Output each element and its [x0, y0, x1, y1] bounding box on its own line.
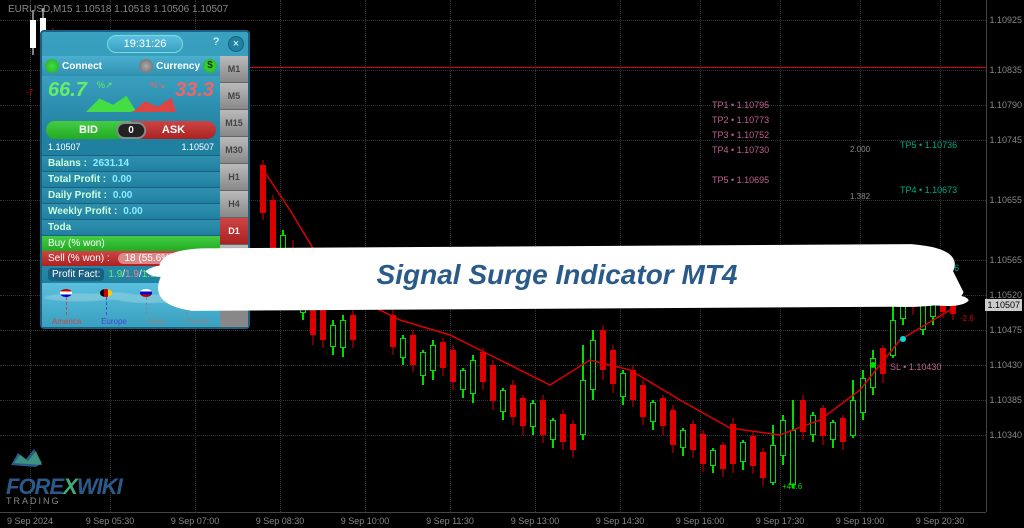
x-axis: 9 Sep 2024 9 Sep 05:30 9 Sep 07:00 9 Sep 08… — [0, 512, 986, 528]
region-europe: Europe — [101, 317, 127, 326]
stat-row: Weekly Profit : 0.00 — [42, 203, 220, 219]
y-tick: 1.10340 — [989, 430, 1022, 440]
timeframe-button[interactable]: H1 — [220, 164, 248, 191]
percentage-row: 66.7 %↗ %↘ 33.3 — [42, 76, 220, 118]
currency-label: Currency — [156, 61, 200, 72]
stat-row: Toda — [42, 219, 220, 235]
marker-dot — [870, 362, 876, 368]
flag-us-icon — [60, 289, 72, 297]
x-tick: 9 Sep 20:30 — [916, 516, 965, 526]
region-pacific: Pacific — [187, 317, 211, 326]
tp-label: TP4 • 1.10673 — [900, 185, 957, 195]
x-tick: 9 Sep 10:00 — [341, 516, 390, 526]
x-tick: 9 Sep 16:00 — [676, 516, 725, 526]
stat-row: Balans : 2631.14 — [42, 155, 220, 171]
x-tick: 9 Sep 2024 — [7, 516, 53, 526]
y-tick: 1.10430 — [989, 360, 1022, 370]
panel-time: 19:31:26 — [107, 35, 184, 53]
y-tick-current: 1.10507 — [985, 299, 1022, 311]
x-tick: 9 Sep 17:30 — [756, 516, 805, 526]
stat-value: 0.00 — [123, 206, 142, 217]
bid-price: 1.10507 — [48, 142, 81, 152]
timeframe-button[interactable]: M30 — [220, 137, 248, 164]
tp-label: TP4 • 1.10730 — [712, 145, 769, 155]
panel-header[interactable]: 19:31:26 ? × — [42, 32, 248, 56]
chart-annotation: -2.6 — [960, 314, 974, 323]
logo-x: X — [63, 474, 77, 499]
y-tick: 1.10745 — [989, 135, 1022, 145]
tp-label: SL • 1.10430 — [890, 362, 941, 372]
stat-value: 0.00 — [112, 174, 131, 185]
arrows-down-icon: %↘ — [149, 80, 165, 91]
arrows-up-icon: %↗ — [97, 80, 113, 91]
bid-ask-row: BID ASK 0 — [42, 118, 220, 142]
region-asian: Asian — [147, 317, 167, 326]
y-tick: 1.10385 — [989, 395, 1022, 405]
stat-label: Toda — [48, 222, 71, 233]
logo-post: WIKI — [77, 474, 122, 499]
x-tick: 9 Sep 08:30 — [256, 516, 305, 526]
stat-label: Daily Profit : — [48, 190, 107, 201]
pf-label: Profit Fact: — [48, 268, 104, 281]
stat-label: Total Profit : — [48, 174, 106, 185]
title-overlay: Signal Surge Indicator MT4 — [140, 240, 974, 310]
tp-label: TP5 • 1.10695 — [712, 175, 769, 185]
y-tick: 1.10790 — [989, 100, 1022, 110]
marker-dot — [900, 336, 906, 342]
tp-label: TP5 • 1.10736 — [900, 140, 957, 150]
y-tick: 1.10565 — [989, 255, 1022, 265]
bell-icon[interactable] — [139, 59, 153, 73]
flag-de-icon — [100, 289, 112, 297]
ask-price: 1.10507 — [181, 142, 214, 152]
overlay-title: Signal Surge Indicator MT4 — [377, 259, 738, 291]
mountain-icon — [86, 94, 176, 112]
close-icon[interactable]: × — [228, 36, 244, 52]
x-tick: 9 Sep 13:00 — [511, 516, 560, 526]
pct-up: 66.7 — [48, 79, 87, 115]
pct-down: 33.3 — [175, 79, 214, 115]
timeframe-button[interactable]: H4 — [220, 191, 248, 218]
stat-value: 2631.14 — [93, 158, 129, 169]
x-tick: 9 Sep 05:30 — [86, 516, 135, 526]
y-tick: 1.10925 — [989, 15, 1022, 25]
wifi-icon — [45, 59, 59, 73]
chart-annotation: -7 — [26, 88, 33, 97]
timeframe-button[interactable]: M1 — [220, 56, 248, 83]
stat-label: Balans : — [48, 158, 87, 169]
x-tick: 9 Sep 19:00 — [836, 516, 885, 526]
price-row: 1.10507 1.10507 — [42, 142, 220, 155]
symbol-header: EURUSD,M15 1.10518 1.10518 1.10506 1.105… — [8, 4, 228, 15]
logo-bull-icon — [6, 445, 46, 469]
y-tick: 1.10835 — [989, 65, 1022, 75]
timeframe-button[interactable]: M15 — [220, 110, 248, 137]
y-tick: 1.10655 — [989, 195, 1022, 205]
region-america: America — [52, 317, 81, 326]
fib-level: 1.382 — [850, 192, 870, 201]
chart-annotation: +46.6 — [782, 482, 802, 491]
connect-row: Connect Currency $ — [42, 56, 220, 76]
tp-label: TP2 • 1.10773 — [712, 115, 769, 125]
help-icon[interactable]: ? — [208, 36, 224, 52]
red-horizontal-line — [250, 67, 986, 68]
dollar-icon[interactable]: $ — [203, 59, 217, 73]
y-tick: 1.10475 — [989, 325, 1022, 335]
spread-value: 0 — [116, 122, 146, 139]
stat-row: Total Profit : 0.00 — [42, 171, 220, 187]
buy-label: Buy (% won) — [48, 238, 105, 249]
timeframe-button[interactable]: M5 — [220, 83, 248, 110]
sell-label: Sell (% won) : — [48, 253, 110, 264]
logo: FOREXWIKI TRADING — [6, 445, 122, 506]
x-tick: 9 Sep 14:30 — [596, 516, 645, 526]
tp-label: TP1 • 1.10795 — [712, 100, 769, 110]
tp-label: TP3 • 1.10752 — [712, 130, 769, 140]
x-tick: 9 Sep 07:00 — [171, 516, 220, 526]
x-tick: 9 Sep 11:30 — [426, 516, 474, 526]
fib-level: 2.000 — [850, 145, 870, 154]
stat-label: Weekly Profit : — [48, 206, 117, 217]
stat-value: 0.00 — [113, 190, 132, 201]
connect-label: Connect — [62, 61, 136, 72]
stat-row: Daily Profit : 0.00 — [42, 187, 220, 203]
y-axis: 1.10925 1.10835 1.10790 1.10745 1.10655 1.105… — [986, 0, 1024, 512]
